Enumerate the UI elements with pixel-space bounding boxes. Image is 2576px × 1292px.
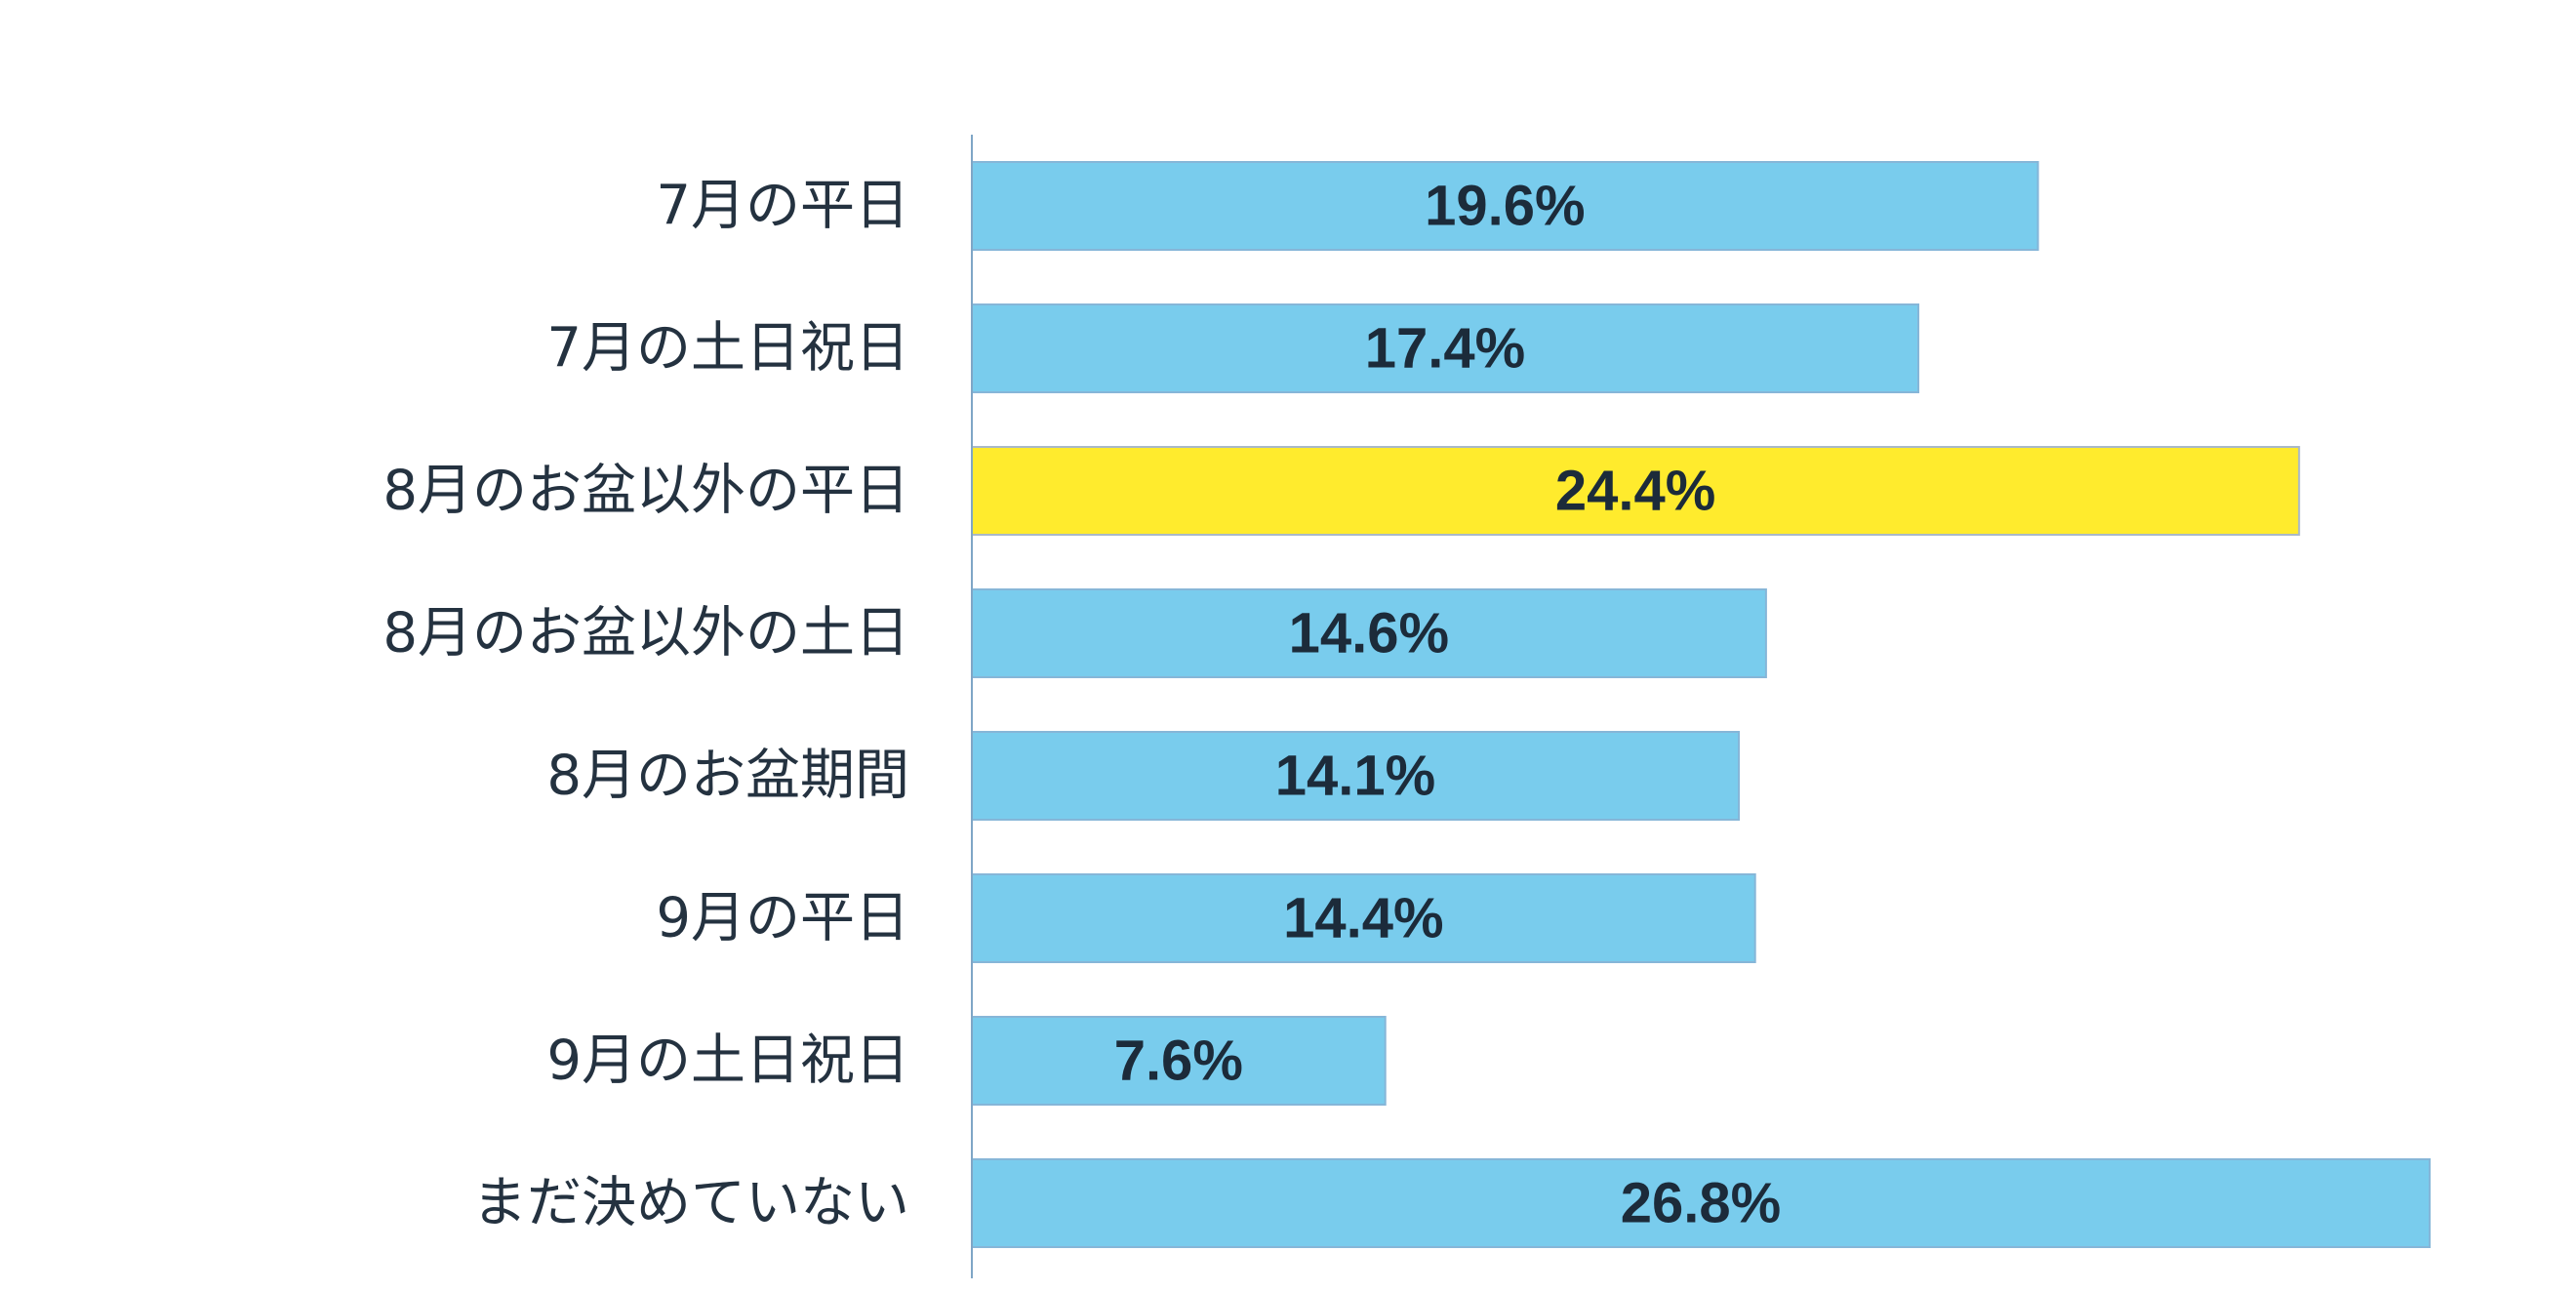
bar-3 bbox=[971, 446, 2301, 536]
category-label-5: 8月のお盆期間 bbox=[546, 745, 909, 808]
value-label-4: 14.6% bbox=[1289, 602, 1449, 666]
category-label-2: 7月の土日祝日 bbox=[546, 317, 909, 381]
category-label-6: 9月の平日 bbox=[656, 887, 909, 950]
value-label-8: 26.8% bbox=[1621, 1172, 1781, 1235]
bar-7 bbox=[971, 1016, 1387, 1106]
category-label-3: 8月のお盆以外の平日 bbox=[382, 460, 909, 523]
bar-4 bbox=[971, 588, 1767, 678]
value-label-7: 7.6% bbox=[1114, 1030, 1243, 1093]
value-label-1: 19.6% bbox=[1425, 175, 1585, 238]
value-label-3: 24.4% bbox=[1555, 460, 1715, 523]
value-label-2: 17.4% bbox=[1365, 317, 1525, 381]
category-label-1: 7月の平日 bbox=[656, 175, 909, 238]
bar-6 bbox=[971, 873, 1756, 963]
bar-2 bbox=[971, 303, 1919, 393]
bar-1 bbox=[971, 161, 2039, 251]
category-label-8: まだ決めていない bbox=[472, 1172, 909, 1235]
value-label-6: 14.4% bbox=[1283, 887, 1443, 950]
value-label-5: 14.1% bbox=[1275, 745, 1435, 808]
category-label-4: 8月のお盆以外の土日 bbox=[382, 602, 909, 666]
bar-5 bbox=[971, 731, 1740, 821]
category-label-7: 9月の土日祝日 bbox=[546, 1030, 909, 1093]
